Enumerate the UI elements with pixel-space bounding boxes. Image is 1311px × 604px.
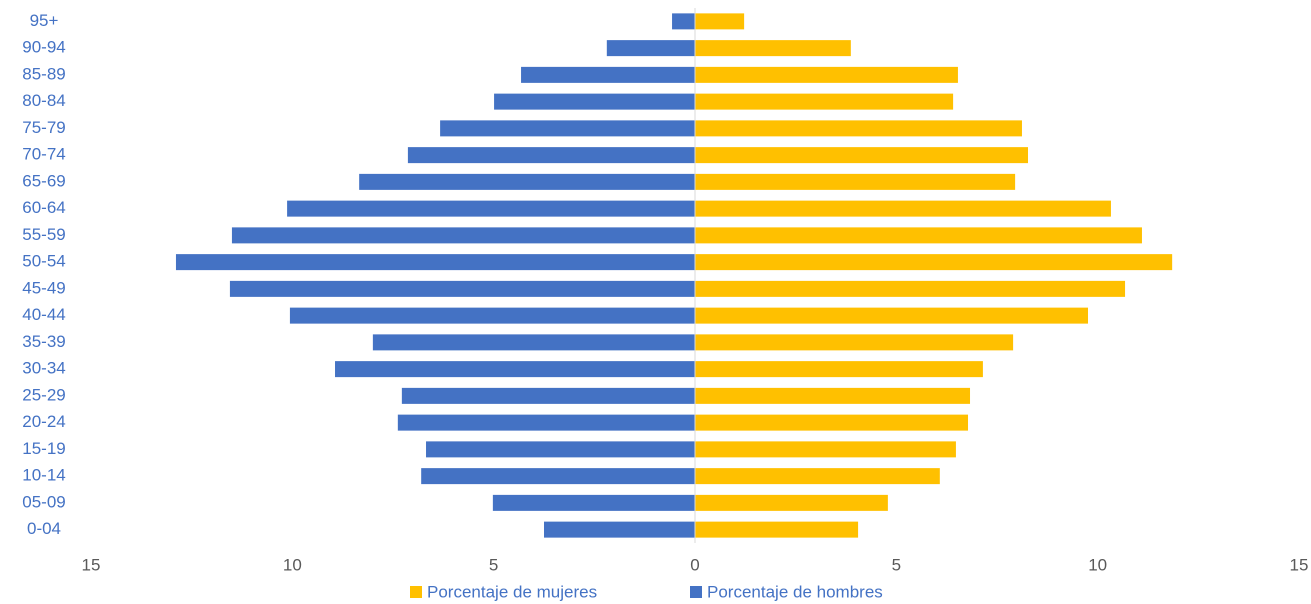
bar — [695, 200, 1111, 217]
legend-label: Porcentaje de hombres — [707, 582, 883, 601]
bar — [397, 414, 695, 431]
bar — [492, 494, 695, 511]
y-tick-label: 45-49 — [22, 278, 65, 297]
bar — [695, 93, 954, 110]
bar — [695, 147, 1029, 164]
bar — [401, 387, 695, 404]
y-tick-label: 85-89 — [22, 64, 65, 83]
x-tick-label: 10 — [283, 555, 302, 574]
bar — [421, 468, 695, 485]
bar — [231, 227, 695, 244]
bar — [695, 468, 940, 485]
y-tick-label: 60-64 — [22, 198, 65, 217]
y-tick-label: 55-59 — [22, 225, 65, 244]
bar — [289, 307, 695, 324]
bar — [695, 334, 1014, 351]
y-tick-label: 90-94 — [22, 38, 65, 57]
y-tick-label: 65-69 — [22, 171, 65, 190]
y-tick-label: 80-84 — [22, 91, 65, 110]
bar — [544, 521, 695, 538]
bar — [372, 334, 695, 351]
bar — [695, 120, 1022, 137]
bar — [606, 40, 695, 57]
bar — [426, 441, 695, 458]
bar — [695, 227, 1142, 244]
legend-swatch — [690, 586, 702, 598]
x-tick-label: 15 — [82, 555, 101, 574]
y-tick-label: 10-14 — [22, 466, 65, 485]
bar — [695, 441, 956, 458]
bar — [695, 66, 958, 83]
bar — [695, 13, 745, 30]
y-tick-label: 15-19 — [22, 439, 65, 458]
y-tick-label: 05-09 — [22, 492, 65, 511]
bar — [521, 66, 695, 83]
bar — [695, 173, 1016, 190]
bar — [695, 361, 983, 378]
bar — [407, 147, 695, 164]
legend-swatch — [410, 586, 422, 598]
bar — [695, 307, 1089, 324]
y-tick-label: 50-54 — [22, 252, 65, 271]
x-tick-label: 0 — [690, 555, 699, 574]
y-tick-label: 35-39 — [22, 332, 65, 351]
bar — [672, 13, 695, 30]
bar — [175, 254, 696, 271]
bar — [287, 200, 695, 217]
bar — [695, 254, 1173, 271]
y-tick-label: 30-34 — [22, 359, 65, 378]
y-tick-label: 25-29 — [22, 385, 65, 404]
legend-label: Porcentaje de mujeres — [427, 582, 597, 601]
bar — [695, 494, 888, 511]
bar — [695, 521, 859, 538]
bar — [229, 280, 696, 297]
bar — [695, 414, 969, 431]
bar — [695, 40, 851, 57]
bar — [359, 173, 695, 190]
bar — [695, 387, 971, 404]
bar — [440, 120, 695, 137]
bar — [695, 280, 1126, 297]
y-tick-label: 0-04 — [27, 519, 61, 538]
x-tick-label: 5 — [489, 555, 498, 574]
y-tick-label: 70-74 — [22, 145, 65, 164]
y-tick-label: 95+ — [30, 11, 59, 30]
x-tick-label: 10 — [1088, 555, 1107, 574]
bar — [335, 361, 695, 378]
x-tick-label: 5 — [892, 555, 901, 574]
y-tick-label: 40-44 — [22, 305, 65, 324]
y-tick-label: 20-24 — [22, 412, 65, 431]
bar — [494, 93, 695, 110]
y-tick-label: 75-79 — [22, 118, 65, 137]
x-tick-label: 15 — [1290, 555, 1309, 574]
